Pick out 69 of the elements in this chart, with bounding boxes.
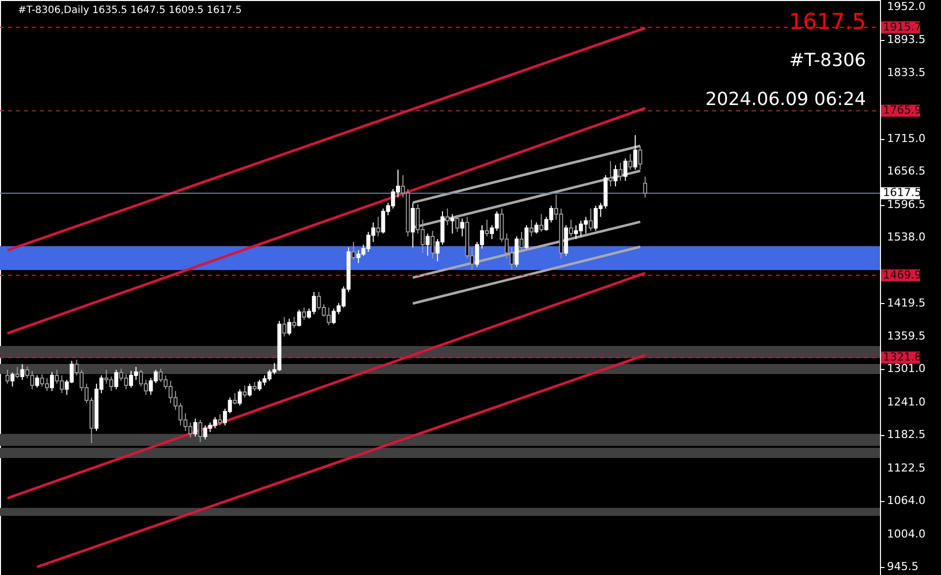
candlestick — [430, 230, 435, 260]
candlestick — [520, 231, 524, 251]
candlestick — [292, 316, 296, 329]
annotation: 2024.06.09 06:24 — [705, 89, 866, 110]
ref-line-label: 1765.9 — [883, 104, 922, 117]
candlestick — [5, 369, 10, 384]
candlestick — [643, 176, 648, 198]
y-tick-label: 1833.5 — [887, 66, 926, 80]
candlestick — [302, 307, 306, 320]
candlestick — [50, 372, 54, 392]
candlestick — [114, 369, 118, 390]
ref-line-label: 1469.9 — [883, 268, 922, 282]
y-tick-label: 1538.0 — [887, 230, 926, 244]
candlestick — [297, 309, 302, 327]
candlestick — [20, 364, 24, 380]
y-tick-label: 1122.5 — [887, 462, 926, 475]
ref-line-label: 1617.5 — [883, 186, 922, 200]
candlestick — [282, 316, 286, 337]
candlestick — [242, 384, 247, 398]
ref-line-label: 1321.8 — [883, 350, 922, 364]
candlestick — [484, 219, 489, 237]
y-tick-label: 1241.0 — [887, 396, 926, 409]
y-tick-label: 945.5 — [887, 560, 918, 573]
candlestick — [198, 419, 202, 443]
candlestick — [351, 241, 356, 260]
annotation: 1617.5 — [789, 10, 866, 35]
y-tick-label: 1301.0 — [887, 362, 926, 376]
candlestick — [238, 388, 242, 406]
y-tick-label: 1359.5 — [887, 330, 926, 343]
candlestick — [628, 154, 632, 170]
candlestick — [450, 214, 454, 234]
y-tick-label: 1596.5 — [887, 198, 926, 211]
y-tick-label: 1893.5 — [887, 32, 926, 46]
y-tick-label: 1182.5 — [887, 428, 926, 442]
y-tick-label: 1656.5 — [887, 164, 926, 178]
candlestick — [539, 214, 544, 232]
y-tick-label: 1064.0 — [887, 494, 926, 508]
candlestick — [248, 383, 252, 397]
candlestick — [376, 216, 380, 237]
candlestick — [287, 318, 292, 336]
candlestick — [426, 233, 430, 256]
y-tick-label: 1419.5 — [887, 296, 926, 310]
candlestick — [524, 224, 529, 250]
candlestick — [638, 146, 642, 170]
candlestick — [534, 222, 538, 234]
candlestick — [608, 160, 613, 187]
candlestick — [623, 158, 628, 182]
candlestick — [218, 414, 222, 426]
candlestick — [633, 134, 638, 170]
candlestick — [588, 208, 593, 232]
candlestick — [613, 164, 618, 187]
candlestick — [35, 374, 40, 388]
chart-title: #T-8306,Daily 1635.5 1647.5 1609.5 1617.5 — [18, 5, 242, 16]
candlestick — [445, 208, 450, 226]
candlestick — [455, 214, 460, 232]
candlestick — [529, 219, 534, 237]
candlestick — [568, 219, 573, 237]
y-tick-label: 1952.0 — [887, 0, 926, 14]
candlestick — [193, 418, 198, 438]
y-tick-label: 1004.0 — [887, 527, 926, 540]
y-tick-label: 1715.0 — [887, 132, 926, 146]
candlestick — [15, 366, 20, 379]
candlestick — [410, 202, 415, 248]
candlestick — [10, 372, 14, 387]
annotation: #T-8306 — [789, 50, 866, 71]
candlestick — [618, 162, 622, 182]
candlestick — [460, 218, 464, 237]
ref-line-label: 1915.7 — [883, 20, 922, 34]
candlestick — [232, 392, 237, 405]
